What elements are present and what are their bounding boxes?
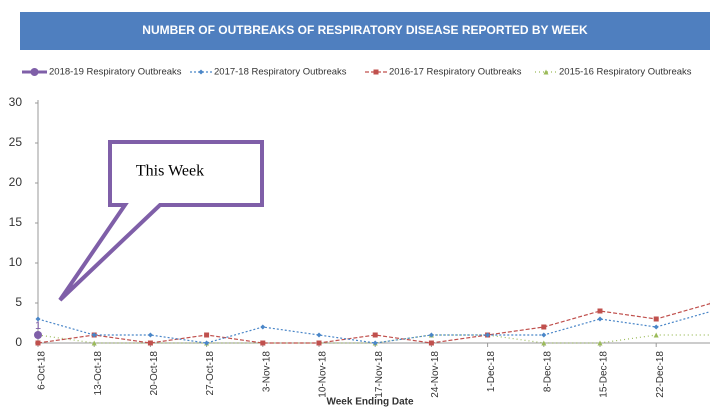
- point: [260, 340, 266, 346]
- x-tick-label: 8-Dec-18: [542, 351, 553, 393]
- callout-box: [58, 140, 264, 302]
- legend-item: 2018-19 Respiratory Outbreaks: [22, 67, 182, 78]
- y-tick-label: 10: [9, 255, 23, 269]
- callout: This Week: [58, 140, 264, 302]
- chart-title: NUMBER OF OUTBREAKS OF RESPIRATORY DISEA…: [142, 23, 588, 37]
- point: [198, 69, 204, 75]
- legend-item: 2017-18 Respiratory Outbreaks: [190, 67, 347, 78]
- point: [428, 340, 434, 346]
- point: [653, 316, 659, 322]
- legend-label: 2015-16 Respiratory Outbreaks: [559, 67, 692, 78]
- series: [35, 310, 710, 346]
- point: [485, 332, 491, 338]
- y-tick-label: 15: [9, 215, 23, 229]
- series: [35, 300, 710, 346]
- point: [91, 332, 97, 338]
- annotation: This Week: [136, 163, 204, 180]
- legend-label: 2016-17 Respiratory Outbreaks: [389, 67, 522, 78]
- point: [541, 324, 547, 330]
- point: [34, 331, 42, 339]
- x-tick-label: 1-Dec-18: [486, 351, 497, 393]
- point: [35, 340, 41, 346]
- series-line: [37, 311, 710, 344]
- legend-label: 2018-19 Respiratory Outbreaks: [49, 67, 182, 78]
- y-tick-label: 5: [15, 295, 22, 309]
- point: [372, 340, 378, 346]
- point: [260, 324, 266, 330]
- point: [597, 340, 603, 346]
- point: [373, 69, 379, 75]
- point: [597, 316, 603, 322]
- point: [35, 316, 41, 322]
- series: 1: [34, 320, 42, 339]
- point: [428, 332, 434, 338]
- legend-item: 2016-17 Respiratory Outbreaks: [365, 67, 522, 78]
- point: [147, 332, 153, 338]
- point: [147, 340, 153, 346]
- point: [541, 340, 547, 346]
- x-tick-label: 6-Oct-18: [37, 351, 48, 390]
- point: [204, 340, 210, 346]
- legend-label: 2017-18 Respiratory Outbreaks: [214, 67, 347, 78]
- point: [316, 332, 322, 338]
- x-axis-title: Week Ending Date: [326, 397, 413, 407]
- title-banner: [20, 12, 710, 50]
- y-tick-label: 0: [15, 335, 22, 349]
- x-tick-label: 24-Nov-18: [430, 351, 441, 398]
- x-tick-label: 17-Nov-18: [374, 351, 385, 398]
- x-tick-label: 3-Nov-18: [261, 351, 272, 393]
- point: [653, 324, 659, 330]
- point: [91, 340, 97, 346]
- point: [30, 68, 39, 76]
- x-tick-label: 15-Dec-18: [599, 351, 610, 398]
- point: [543, 69, 549, 75]
- x-tick-label: 22-Dec-18: [655, 351, 666, 398]
- point: [372, 332, 378, 338]
- point: [204, 332, 210, 338]
- y-tick-label: 25: [9, 135, 23, 149]
- x-tick-label: 13-Oct-18: [93, 351, 104, 396]
- point: [541, 332, 547, 338]
- y-tick-label: 30: [9, 95, 23, 109]
- x-tick-label: 27-Oct-18: [205, 351, 216, 396]
- legend-item: 2015-16 Respiratory Outbreaks: [535, 67, 692, 78]
- point: [316, 340, 322, 346]
- point: [597, 308, 603, 314]
- y-tick-label: 20: [9, 175, 23, 189]
- x-tick-label: 20-Oct-18: [149, 351, 160, 396]
- point: [653, 332, 659, 338]
- data-label: 1: [35, 320, 41, 332]
- x-tick-label: 10-Nov-18: [318, 351, 329, 398]
